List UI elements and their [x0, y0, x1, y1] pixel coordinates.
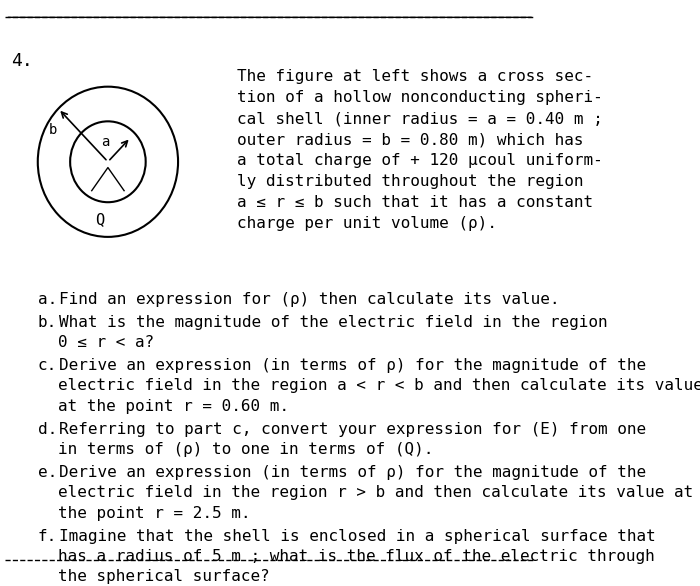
- Text: f.: f.: [38, 529, 57, 544]
- Text: What is the magnitude of the electric field in the region: What is the magnitude of the electric fi…: [60, 315, 608, 330]
- Text: 4.: 4.: [10, 52, 32, 70]
- Text: d.: d.: [38, 422, 57, 437]
- Text: a: a: [101, 135, 109, 149]
- Text: a.: a.: [38, 292, 57, 307]
- Text: the point r = 2.5 m.: the point r = 2.5 m.: [57, 506, 250, 520]
- Text: b: b: [49, 123, 57, 137]
- Text: the spherical surface?: the spherical surface?: [57, 569, 270, 584]
- Text: Q: Q: [95, 212, 104, 227]
- Text: 0 ≤ r < a?: 0 ≤ r < a?: [57, 335, 154, 350]
- Text: has a radius of 5 m ; what is the flux of the electric through: has a radius of 5 m ; what is the flux o…: [57, 549, 654, 564]
- Text: Derive an expression (in terms of ρ) for the magnitude of the: Derive an expression (in terms of ρ) for…: [60, 358, 647, 373]
- Text: electric field in the region r > b and then calculate its value at: electric field in the region r > b and t…: [57, 485, 693, 500]
- Text: Referring to part c, convert your expression for (E) from one: Referring to part c, convert your expres…: [60, 422, 647, 437]
- Text: c.: c.: [38, 358, 57, 373]
- Text: The figure at left shows a cross sec-
tion of a hollow nonconducting spheri-
cal: The figure at left shows a cross sec- ti…: [237, 69, 603, 231]
- Text: in terms of (ρ) to one in terms of (Q).: in terms of (ρ) to one in terms of (Q).: [57, 442, 433, 457]
- Text: b.: b.: [38, 315, 57, 330]
- Text: Find an expression for (ρ) then calculate its value.: Find an expression for (ρ) then calculat…: [60, 292, 560, 307]
- Text: electric field in the region a < r < b and then calculate its value: electric field in the region a < r < b a…: [57, 379, 700, 393]
- Text: at the point r = 0.60 m.: at the point r = 0.60 m.: [57, 398, 288, 414]
- Text: Imagine that the shell is enclosed in a spherical surface that: Imagine that the shell is enclosed in a …: [60, 529, 656, 544]
- Text: e.: e.: [38, 465, 57, 480]
- Text: Derive an expression (in terms of ρ) for the magnitude of the: Derive an expression (in terms of ρ) for…: [60, 465, 647, 480]
